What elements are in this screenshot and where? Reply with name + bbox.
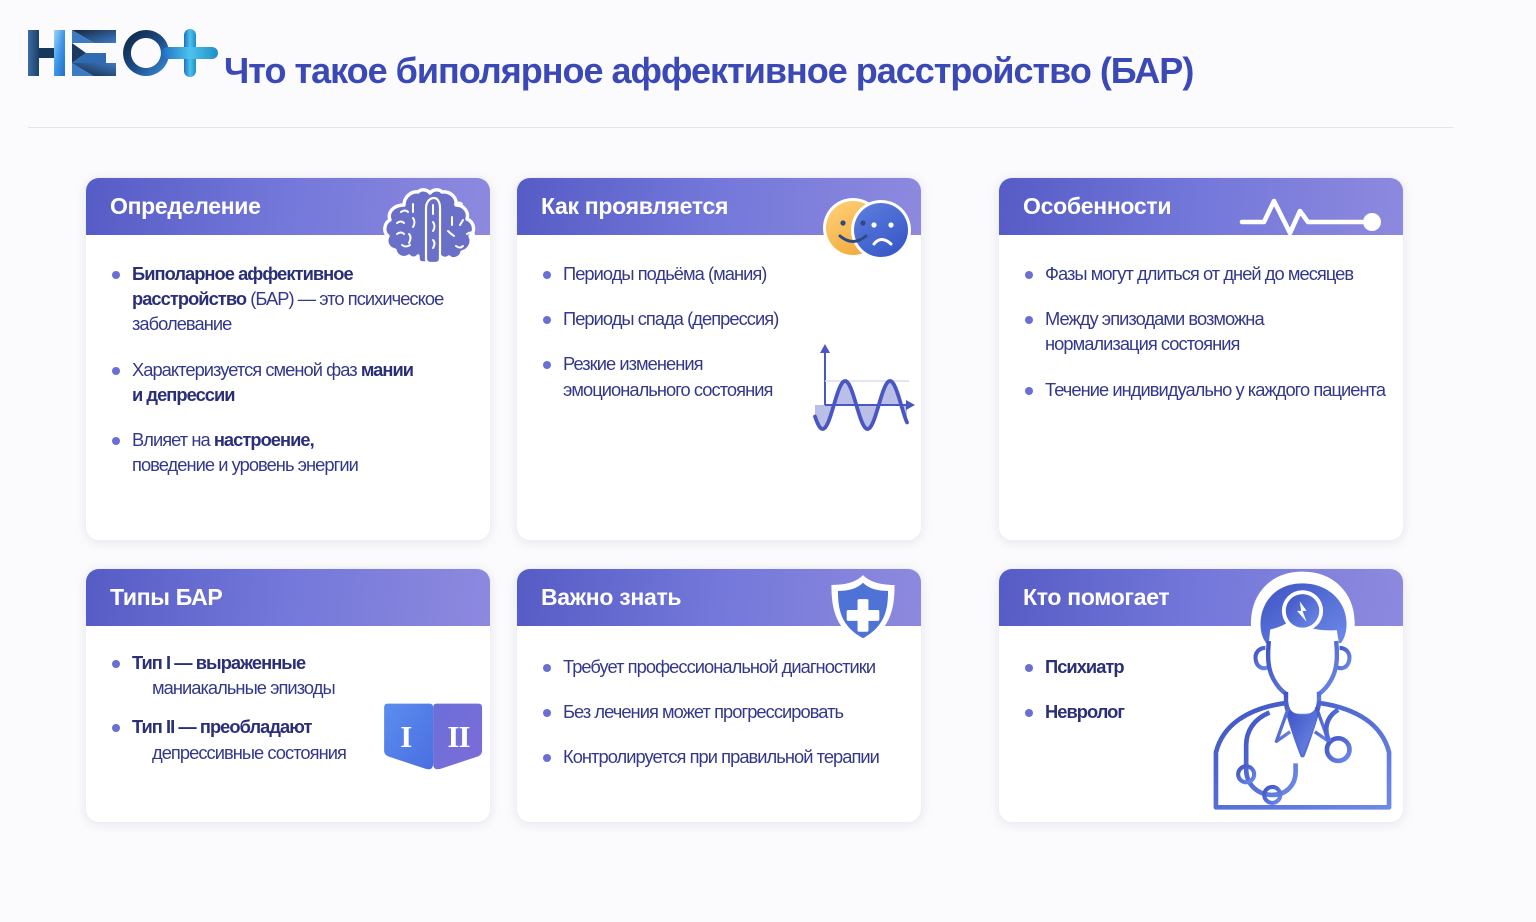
svg-text:I: I bbox=[400, 721, 411, 755]
svg-text:II: II bbox=[447, 721, 469, 755]
